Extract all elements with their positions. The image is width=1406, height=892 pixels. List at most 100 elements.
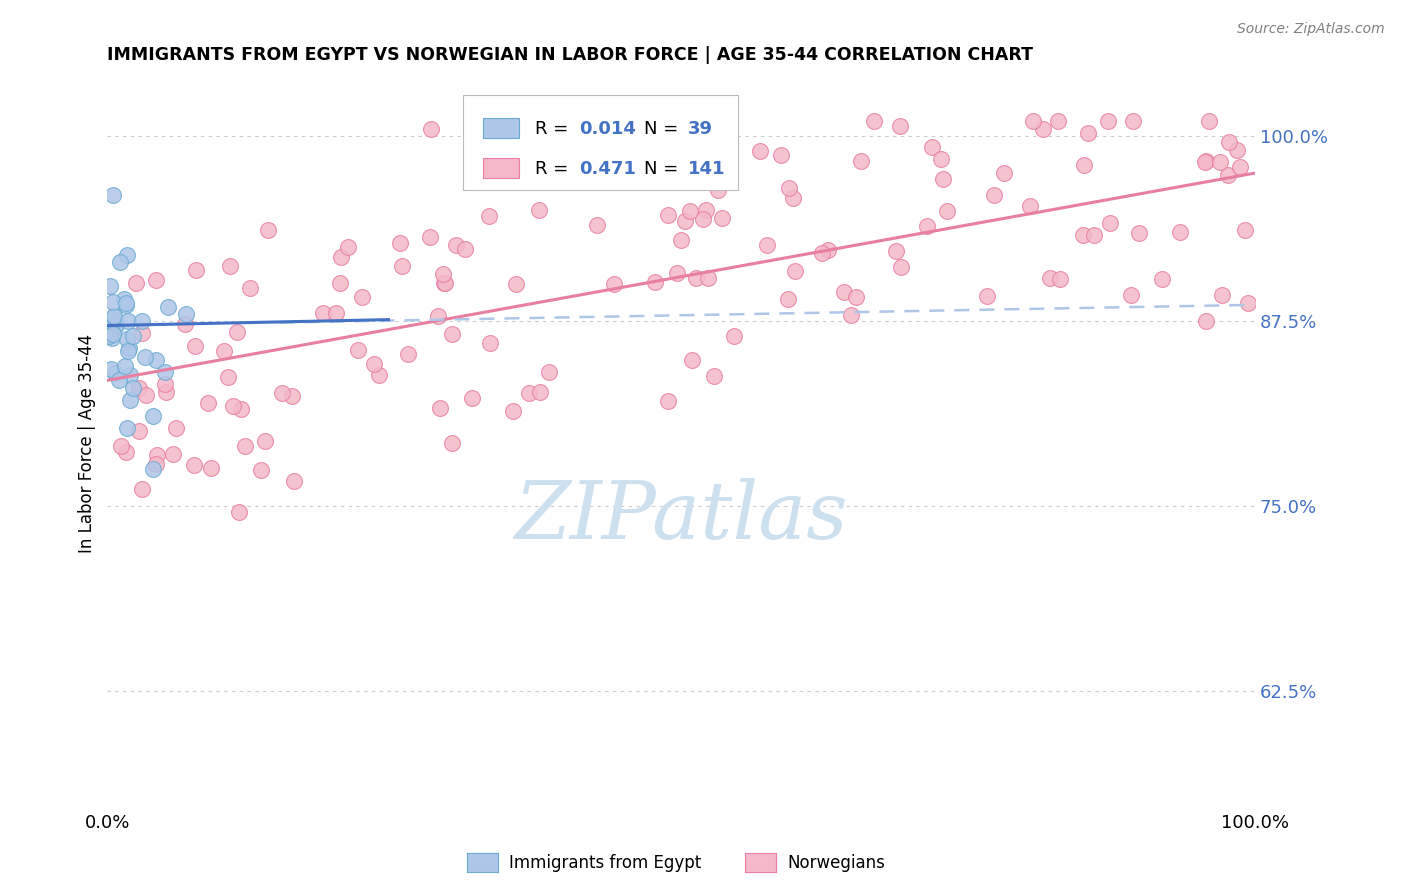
Text: R =: R = bbox=[536, 160, 575, 178]
Point bbox=[778, 292, 800, 306]
Point bbox=[253, 434, 276, 448]
Point bbox=[281, 389, 304, 403]
Point bbox=[1099, 216, 1122, 230]
Point bbox=[1209, 155, 1232, 169]
Point bbox=[783, 263, 806, 277]
Point bbox=[101, 188, 124, 202]
Point bbox=[142, 462, 165, 476]
Point bbox=[675, 213, 697, 227]
Point bbox=[231, 402, 253, 417]
Point bbox=[585, 218, 607, 232]
Point bbox=[426, 309, 449, 323]
Point bbox=[707, 183, 730, 197]
Text: 141: 141 bbox=[688, 160, 725, 178]
Point bbox=[478, 209, 501, 223]
Text: R =: R = bbox=[536, 120, 575, 138]
Point bbox=[1038, 270, 1060, 285]
Point bbox=[1128, 226, 1150, 240]
Point bbox=[174, 317, 197, 331]
Point bbox=[993, 166, 1015, 180]
Point bbox=[155, 384, 177, 399]
Point bbox=[125, 276, 148, 290]
Point bbox=[142, 409, 165, 424]
Point bbox=[839, 308, 862, 322]
Point bbox=[529, 384, 551, 399]
Point bbox=[153, 377, 176, 392]
Point bbox=[325, 305, 347, 319]
Point bbox=[1122, 114, 1144, 128]
Point bbox=[644, 275, 666, 289]
Point bbox=[440, 327, 463, 342]
Point bbox=[108, 373, 131, 387]
Point bbox=[932, 171, 955, 186]
Point bbox=[219, 259, 242, 273]
Point bbox=[115, 296, 138, 310]
Point bbox=[157, 300, 180, 314]
Point bbox=[755, 238, 778, 252]
Point bbox=[679, 204, 702, 219]
Point bbox=[145, 273, 167, 287]
Point bbox=[101, 326, 124, 341]
Point bbox=[197, 396, 219, 410]
Point bbox=[104, 318, 127, 333]
Point bbox=[1229, 161, 1251, 175]
Point bbox=[128, 425, 150, 439]
Point bbox=[115, 445, 138, 459]
Point bbox=[696, 271, 718, 285]
Point bbox=[444, 238, 467, 252]
Point bbox=[184, 262, 207, 277]
Point bbox=[685, 270, 707, 285]
Point bbox=[692, 212, 714, 227]
Text: 39: 39 bbox=[688, 120, 713, 138]
Point bbox=[976, 289, 998, 303]
Point bbox=[433, 276, 456, 290]
Point bbox=[217, 370, 239, 384]
Point bbox=[429, 401, 451, 416]
Point bbox=[529, 203, 551, 218]
Point bbox=[101, 325, 124, 339]
Point bbox=[1234, 223, 1257, 237]
Point bbox=[200, 461, 222, 475]
FancyBboxPatch shape bbox=[463, 95, 738, 191]
Point bbox=[347, 343, 370, 357]
Text: IMMIGRANTS FROM EGYPT VS NORWEGIAN IN LABOR FORCE | AGE 35-44 CORRELATION CHART: IMMIGRANTS FROM EGYPT VS NORWEGIAN IN LA… bbox=[107, 46, 1033, 64]
Point bbox=[108, 255, 131, 269]
Point bbox=[782, 191, 804, 205]
Point bbox=[1216, 168, 1239, 182]
Point bbox=[811, 246, 834, 260]
Point bbox=[135, 388, 157, 402]
Point bbox=[1071, 227, 1094, 242]
Point bbox=[1152, 271, 1174, 285]
Point bbox=[748, 144, 770, 158]
Point bbox=[1195, 154, 1218, 169]
Point bbox=[1097, 114, 1119, 128]
Point bbox=[505, 277, 527, 291]
Point bbox=[174, 307, 197, 321]
Text: N =: N = bbox=[644, 120, 685, 138]
Point bbox=[228, 505, 250, 519]
Point bbox=[110, 439, 132, 453]
Point bbox=[239, 281, 262, 295]
Point bbox=[101, 331, 124, 345]
Point bbox=[330, 250, 353, 264]
Point bbox=[183, 458, 205, 473]
Bar bbox=[482, 119, 519, 138]
Point bbox=[134, 351, 156, 365]
Point bbox=[1083, 227, 1105, 242]
Point bbox=[121, 329, 143, 343]
Point bbox=[1121, 287, 1143, 301]
Point bbox=[389, 235, 412, 250]
Point bbox=[657, 394, 679, 409]
Point bbox=[538, 366, 561, 380]
Point bbox=[103, 313, 125, 327]
Point bbox=[257, 223, 280, 237]
Point bbox=[637, 114, 659, 128]
Y-axis label: In Labor Force | Age 35-44: In Labor Force | Age 35-44 bbox=[79, 334, 96, 553]
Text: ZIPatlas: ZIPatlas bbox=[515, 478, 848, 555]
Text: N =: N = bbox=[644, 160, 685, 178]
Point bbox=[117, 314, 139, 328]
Point bbox=[1019, 198, 1042, 212]
Point bbox=[226, 325, 249, 339]
Point bbox=[1049, 271, 1071, 285]
Point bbox=[101, 295, 124, 310]
